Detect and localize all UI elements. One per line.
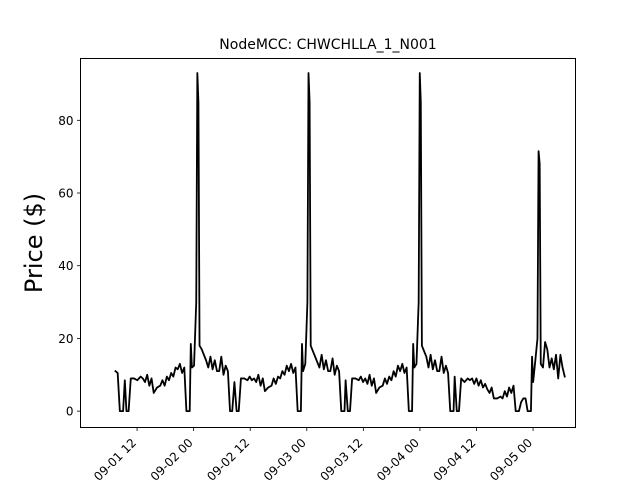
series-line [114,72,566,413]
x-tick-label: 09-05 00 [487,436,535,480]
y-tick-label: 40 [58,259,73,273]
chart-title: NodeMCC: CHWCHLLA_1_N001 [219,37,436,53]
y-tick-label: 0 [66,405,74,419]
x-tick-label: 09-02 00 [148,436,196,480]
x-tick-label: 09-04 00 [374,436,422,480]
x-tick-label: 09-01 12 [91,436,139,480]
y-tick-label: 20 [58,332,73,346]
x-tick-label: 09-03 12 [317,436,365,480]
plot-area-frame [80,58,576,428]
y-axis-label: Price ($) [20,193,48,293]
plot-marks: 0 20 40 60 80 09-01 12 09-02 00 09-02 12 09-03 0… [58,72,566,480]
y-tick-label: 60 [58,187,73,201]
x-tick-label: 09-03 00 [261,436,309,480]
y-tick-label: 80 [58,114,73,128]
x-tick-label: 09-02 12 [204,436,252,480]
x-tick-label: 09-04 12 [431,436,479,480]
